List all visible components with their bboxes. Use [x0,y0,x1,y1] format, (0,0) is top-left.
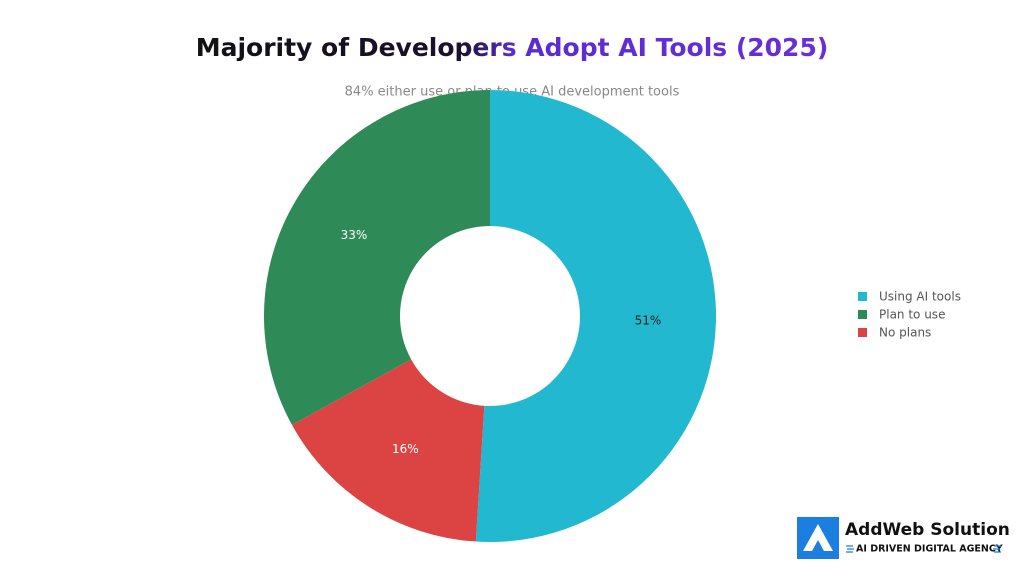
legend-label: Using AI tools [879,290,961,304]
logo-decor [846,545,1001,553]
slice [291,359,485,542]
donut: 51% 16% 33% [263,90,717,542]
legend-swatch [858,292,867,301]
logo-icon [803,524,833,551]
legend-swatch [858,310,867,319]
chart-title: Majority of Developers Adopt AI Tools (2… [196,33,829,62]
legend-swatch [858,328,867,337]
slice [475,90,717,542]
data-label: 16% [392,442,419,456]
logo-tagline: AI DRIVEN DIGITAL AGENCY [856,544,1003,555]
logo-name: AddWeb Solution [845,520,1010,540]
data-label: 51% [635,313,662,327]
slice [263,90,490,425]
legend-label: No plans [879,326,931,340]
legend-label: Plan to use [879,308,945,322]
legend: Using AI tools Plan to use No plans [858,290,961,340]
logo: AddWeb Solution AI DRIVEN DIGITAL AGENCY [797,517,1010,559]
data-label: 33% [341,228,368,242]
